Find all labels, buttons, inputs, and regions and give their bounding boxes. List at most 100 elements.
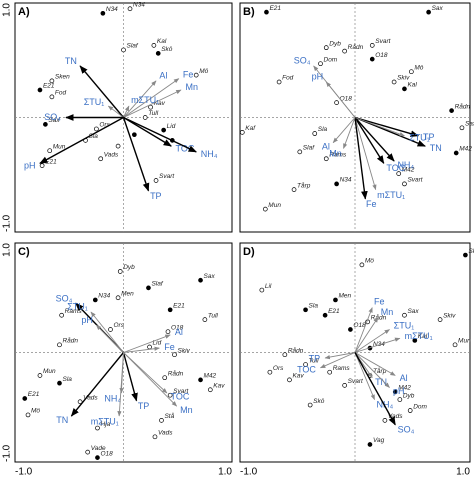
site-label: Sken <box>55 74 70 81</box>
site-label: Tårp <box>297 181 311 189</box>
site-point <box>198 277 203 283</box>
site-label: O18 <box>353 322 366 329</box>
x-tick-label: 1.0 <box>218 467 232 478</box>
site-point <box>47 148 53 154</box>
site-label: Mö <box>31 408 40 415</box>
site-label: Tull <box>208 312 219 319</box>
variable-arrow <box>123 80 157 118</box>
site-point <box>153 178 159 183</box>
site-point <box>49 78 55 84</box>
variable-arrow <box>90 311 124 353</box>
site-label: Rams <box>65 308 83 315</box>
site-point <box>49 94 55 100</box>
site-label: N34 <box>373 341 385 348</box>
site-point <box>382 418 388 423</box>
variable-label: pH <box>393 386 405 396</box>
variable-label: mΣTU₁ <box>405 331 433 341</box>
site-label: E21 <box>43 83 55 90</box>
site-label: Sax <box>204 273 216 280</box>
variable-arrow <box>117 352 124 417</box>
site-point <box>155 51 161 56</box>
site-point <box>312 131 318 136</box>
site-point <box>167 392 173 398</box>
site-label: O18 <box>375 52 388 59</box>
site-label: O18 <box>340 95 353 102</box>
site-point <box>282 352 288 358</box>
variable-arrow <box>354 337 401 353</box>
site-label: Fod <box>282 75 294 82</box>
site-point <box>37 87 43 93</box>
site-label: M42 <box>204 373 217 380</box>
site-point <box>342 48 347 54</box>
variable-label: Fe <box>366 199 377 209</box>
site-label: Mun <box>458 338 471 345</box>
site-point <box>348 327 353 332</box>
site-label: Sla <box>318 126 328 133</box>
variable-arrow <box>343 117 356 149</box>
site-point <box>323 156 329 162</box>
site-point <box>267 369 273 375</box>
site-point <box>146 285 151 291</box>
site-point <box>459 125 465 131</box>
site-label: Dom <box>324 56 338 63</box>
site-label: Dyb <box>123 264 135 271</box>
site-label: Dyb <box>329 40 341 47</box>
variable-label: SO₄ <box>294 56 311 66</box>
site-point <box>287 377 292 383</box>
site-point <box>449 108 454 113</box>
variable-arrow <box>354 116 420 137</box>
variable-arrow <box>122 352 138 402</box>
site-label: Kav <box>154 100 166 107</box>
site-label: E21 <box>173 303 185 310</box>
site-point <box>159 418 164 423</box>
site-point <box>402 312 407 318</box>
site-label: Rådn <box>62 337 78 345</box>
site-label: Ors <box>113 322 124 329</box>
site-point <box>57 342 62 348</box>
x-tick-label: 1.0 <box>456 467 470 478</box>
site-label: Kaf <box>245 125 256 132</box>
site-point <box>25 412 31 418</box>
site-point <box>369 43 375 48</box>
variable-label: TN <box>430 143 442 153</box>
site-label: N34 <box>106 6 118 13</box>
site-point <box>239 130 245 135</box>
variable-label: SO₄ <box>398 424 415 434</box>
x-tick-label: -1.0 <box>240 467 258 478</box>
site-point <box>57 380 62 386</box>
site-label: Ors <box>273 365 284 372</box>
variable-arrow <box>354 352 396 426</box>
site-point <box>437 317 443 322</box>
variable-label: TOC <box>176 144 195 154</box>
site-point <box>39 163 45 168</box>
site-point <box>391 79 397 85</box>
site-label: Mun <box>43 368 56 375</box>
site-point <box>162 375 168 381</box>
site-point <box>463 252 468 258</box>
variable-arrow <box>123 334 171 353</box>
site-label: Tull <box>148 110 159 117</box>
variable-label: pH <box>81 315 93 325</box>
site-point <box>94 126 99 132</box>
variable-label: ΣTU₁ <box>394 321 415 331</box>
site-label: E21 <box>45 158 57 165</box>
site-point <box>342 383 347 388</box>
variable-label: ΣTU₁ <box>84 97 105 107</box>
site-label: M42 <box>459 146 472 153</box>
site-label: Vag <box>373 437 385 444</box>
variable-label: SO₄ <box>56 293 73 303</box>
site-point <box>92 297 98 303</box>
site-point <box>198 377 203 383</box>
y-tick-label: 1.0 <box>2 243 13 257</box>
variable-label: pH <box>24 161 36 171</box>
site-label: Kal <box>157 38 167 45</box>
site-label: Lid <box>167 123 176 130</box>
variable-label: Mn <box>381 307 394 317</box>
variable-arrow <box>122 117 150 192</box>
site-point <box>151 43 157 48</box>
site-label: Vads <box>104 151 119 158</box>
site-point <box>115 295 121 301</box>
variable-label: NH₄ <box>201 149 218 159</box>
site-point <box>167 307 173 313</box>
site-label: N34 <box>133 1 145 8</box>
